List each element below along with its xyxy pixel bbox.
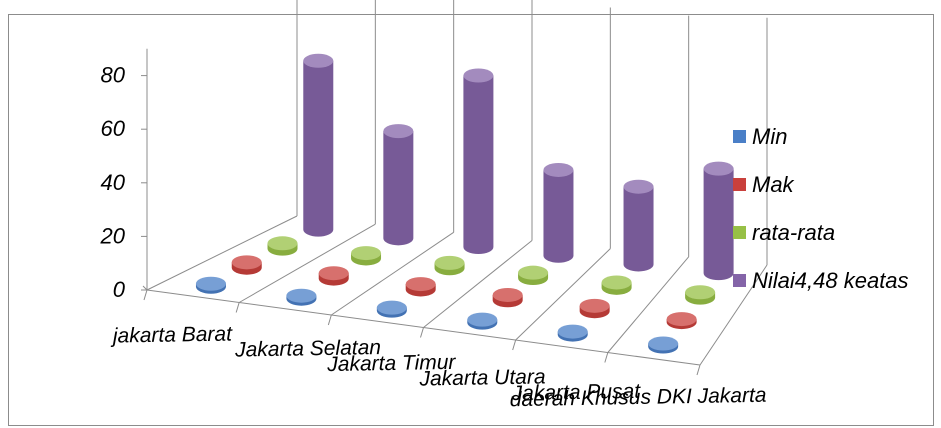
bar-top	[467, 312, 498, 327]
category-label: Jakarta Utara	[418, 365, 545, 390]
legend-swatch	[733, 226, 746, 239]
legend-swatch	[733, 178, 746, 191]
bar-Mak-Jakarta Selatan	[318, 266, 349, 286]
bar-Mak-jakarta Barat	[231, 255, 262, 275]
category-label: Jakarta Selatan	[234, 336, 381, 362]
bar-top	[648, 336, 679, 351]
bar-body	[303, 60, 334, 237]
bar-Nilai4,48 keatas-Jakarta Utara	[543, 162, 574, 263]
category-label: jakarta Barat	[110, 322, 234, 347]
x-tick-mark	[235, 302, 240, 313]
bar-rata-rata-Jakarta Timur	[434, 255, 465, 276]
bar-Nilai4,48 keatas-Jakarta Timur	[463, 68, 494, 255]
floor-edge	[699, 264, 768, 366]
x-tick-mark	[604, 352, 609, 363]
bar-top	[518, 265, 549, 280]
bar-top	[376, 300, 407, 315]
legend-swatch	[733, 130, 746, 143]
legend-swatch	[733, 274, 746, 287]
bar-top	[405, 277, 436, 292]
bar-rata-rata-Jakarta Pusat	[601, 275, 632, 295]
legend-item: rata-rata	[733, 220, 835, 245]
category-label: daerah Khusus DKI Jakarta	[510, 384, 767, 411]
legend-label: Min	[752, 124, 787, 149]
legend-label: Nilai4,48 keatas	[752, 268, 909, 293]
y-tick-label: 0	[113, 277, 126, 302]
bar-top	[303, 53, 334, 68]
bar-Nilai4,48 keatas-jakarta Barat	[303, 53, 334, 237]
bar-top	[579, 298, 610, 313]
floor-divider	[423, 240, 533, 328]
bar-rata-rata-Jakarta Utara	[518, 265, 549, 286]
bar-Min-Jakarta Selatan	[286, 288, 317, 306]
legend-label: rata-rata	[752, 220, 835, 245]
bar-top	[286, 288, 317, 303]
x-tick-mark	[327, 314, 332, 326]
bar-Mak-Jakarta Timur	[405, 277, 436, 297]
bar-Min-Jakarta Timur	[376, 300, 407, 318]
bar-Min-jakarta Barat	[195, 276, 226, 294]
bar-top	[351, 246, 382, 261]
bar-top	[267, 236, 298, 251]
bar-Min-daerah Khusus DKI Jakarta	[648, 336, 679, 354]
bar-top	[434, 255, 465, 270]
bar-top	[623, 179, 654, 194]
x-tick-mark	[696, 364, 701, 376]
bar-body	[703, 168, 734, 281]
y-tick-label: 20	[100, 223, 126, 248]
bar-top	[463, 68, 494, 83]
x-tick-mark	[420, 327, 424, 338]
bar-body	[543, 169, 574, 263]
x-tick-mark	[143, 289, 148, 301]
legend: Min Mak rata-rata Nilai4,48 keatas	[733, 124, 909, 293]
legend-label: Mak	[752, 172, 795, 197]
legend-item: Mak	[733, 172, 795, 197]
bar-Mak-Jakarta Pusat	[579, 298, 610, 319]
bar-rata-rata-daerah Khusus DKI Jakarta	[685, 285, 716, 305]
bars	[195, 53, 734, 354]
bar-Mak-Jakarta Utara	[492, 287, 523, 308]
bar-Nilai4,48 keatas-daerah Khusus DKI Jakarta	[703, 161, 734, 281]
category-label: Jakarta Pusat	[510, 380, 641, 405]
y-tick-label: 60	[101, 116, 126, 141]
category-label: Jakarta Timur	[326, 351, 457, 376]
bar-rata-rata-Jakarta Selatan	[351, 246, 382, 266]
bar-top	[318, 266, 349, 281]
bar-Mak-daerah Khusus DKI Jakarta	[666, 312, 697, 330]
bar-Min-Jakarta Utara	[467, 312, 498, 330]
bar-top	[601, 275, 632, 290]
bar-top	[703, 161, 734, 176]
x-tick-mark	[512, 339, 517, 351]
y-tick-label: 80	[101, 63, 126, 88]
bar-top	[543, 162, 574, 177]
bar-top	[231, 255, 262, 270]
bar-top	[492, 287, 523, 302]
bar-body	[383, 131, 414, 246]
floor-divider	[515, 248, 611, 341]
bar-top	[557, 324, 588, 339]
floor-divider	[331, 231, 454, 316]
bar-body	[463, 75, 494, 255]
floor-divider	[238, 223, 376, 303]
floor-divider	[607, 256, 690, 353]
y-tick-label: 40	[101, 170, 126, 195]
legend-item: Min	[733, 124, 787, 149]
y-axis-ticks: 0 20 40 60 80	[100, 48, 148, 302]
bar-Min-Jakarta Pusat	[557, 324, 588, 342]
bar-top	[195, 276, 226, 291]
grid	[142, 0, 768, 376]
bar-rata-rata-jakarta Barat	[267, 236, 298, 256]
bar-Nilai4,48 keatas-Jakarta Pusat	[623, 179, 654, 272]
bar-Nilai4,48 keatas-Jakarta Selatan	[383, 124, 414, 246]
bar-top	[685, 285, 716, 300]
bar-top	[666, 312, 697, 327]
legend-item: Nilai4,48 keatas	[733, 268, 909, 293]
axis-corner	[142, 285, 148, 291]
bar-body	[623, 186, 654, 272]
floor-edge	[146, 215, 298, 291]
bar-top	[383, 124, 414, 139]
